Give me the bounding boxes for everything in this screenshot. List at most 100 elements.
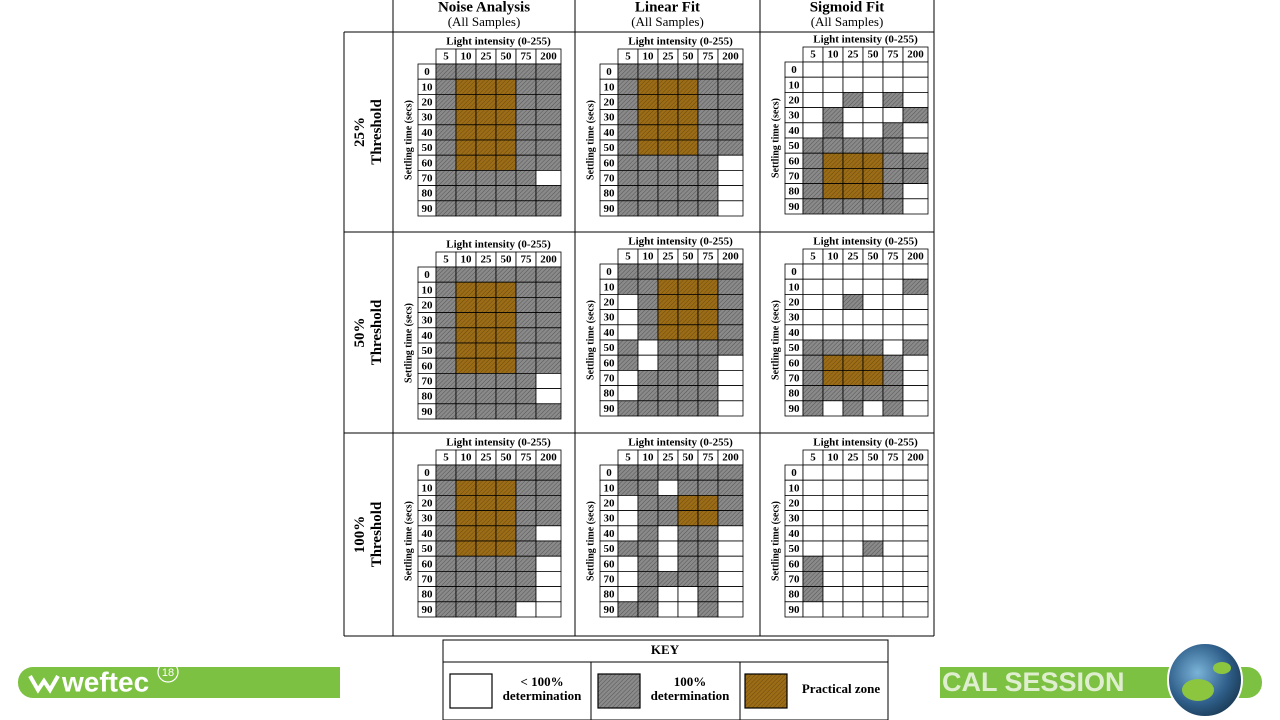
cell bbox=[657, 339, 679, 356]
row-label-line: Threshold bbox=[369, 501, 385, 567]
cell bbox=[717, 169, 744, 186]
cell bbox=[657, 278, 679, 295]
y-value: 40 bbox=[789, 528, 801, 540]
cell bbox=[697, 385, 719, 402]
cell bbox=[535, 139, 562, 156]
cell bbox=[842, 152, 864, 169]
cell bbox=[802, 183, 824, 200]
cell bbox=[842, 571, 864, 588]
y-value: 50 bbox=[604, 543, 616, 555]
cell bbox=[862, 278, 884, 295]
cell bbox=[435, 372, 457, 389]
cell bbox=[697, 139, 719, 156]
cell bbox=[515, 357, 537, 374]
cell bbox=[802, 167, 824, 184]
cell bbox=[677, 385, 699, 402]
cell bbox=[455, 525, 477, 542]
cell bbox=[842, 293, 864, 310]
cell bbox=[495, 63, 517, 80]
cell bbox=[535, 464, 562, 481]
cell bbox=[637, 400, 659, 417]
cell bbox=[515, 139, 537, 156]
cell bbox=[495, 464, 517, 481]
cell bbox=[882, 369, 904, 386]
y-value: 90 bbox=[422, 604, 434, 616]
cell bbox=[637, 154, 659, 171]
cell bbox=[677, 109, 699, 126]
x-value: 200 bbox=[540, 254, 557, 266]
cell bbox=[535, 494, 562, 511]
cell bbox=[697, 63, 719, 80]
cell bbox=[535, 63, 562, 80]
cell bbox=[822, 601, 844, 618]
cell bbox=[842, 198, 864, 215]
banner-bar-start bbox=[940, 667, 980, 698]
logo-badge bbox=[157, 661, 179, 683]
cell bbox=[882, 137, 904, 154]
cell bbox=[637, 586, 659, 603]
cell bbox=[535, 185, 562, 202]
cell bbox=[842, 555, 864, 572]
cell bbox=[882, 152, 904, 169]
cell bbox=[822, 293, 844, 310]
cell bbox=[515, 403, 537, 420]
cell bbox=[862, 198, 884, 215]
cell bbox=[802, 385, 824, 402]
cell bbox=[495, 281, 517, 298]
cell bbox=[697, 293, 719, 310]
cell bbox=[842, 354, 864, 371]
cell bbox=[435, 185, 457, 202]
cell bbox=[697, 369, 719, 386]
cell bbox=[882, 400, 904, 417]
cell bbox=[515, 540, 537, 557]
cell bbox=[495, 109, 517, 126]
y-value: 30 bbox=[604, 112, 616, 124]
cell bbox=[657, 464, 679, 481]
cell bbox=[435, 479, 457, 496]
cell bbox=[435, 281, 457, 298]
cell bbox=[802, 152, 824, 169]
y-value: 90 bbox=[604, 604, 616, 616]
cell bbox=[617, 154, 639, 171]
cell bbox=[802, 293, 824, 310]
cell bbox=[535, 571, 562, 588]
cell bbox=[802, 586, 824, 603]
cell bbox=[902, 198, 929, 215]
y-value: 20 bbox=[422, 300, 434, 312]
cell bbox=[435, 312, 457, 329]
cell bbox=[717, 154, 744, 171]
cell bbox=[862, 540, 884, 557]
cell bbox=[657, 400, 679, 417]
cell bbox=[802, 76, 824, 93]
cell bbox=[717, 385, 744, 402]
y-value: 0 bbox=[606, 266, 612, 278]
cell bbox=[697, 109, 719, 126]
cell bbox=[495, 327, 517, 344]
cell bbox=[475, 281, 497, 298]
cell bbox=[802, 571, 824, 588]
cell bbox=[862, 525, 884, 542]
cell bbox=[617, 510, 639, 527]
cell bbox=[495, 266, 517, 283]
x-axis-title: Light intensity (0-255) bbox=[813, 236, 918, 248]
x-value: 10 bbox=[643, 452, 655, 464]
cell bbox=[455, 124, 477, 141]
cell bbox=[902, 555, 929, 572]
cell bbox=[902, 479, 929, 496]
cell bbox=[535, 312, 562, 329]
y-value: 20 bbox=[789, 297, 801, 309]
cell bbox=[882, 571, 904, 588]
cell bbox=[495, 479, 517, 496]
cell bbox=[475, 555, 497, 572]
cell bbox=[717, 263, 744, 280]
y-value: 30 bbox=[604, 312, 616, 324]
y-axis-title-group: Settling time (secs) bbox=[770, 300, 781, 380]
cell bbox=[455, 281, 477, 298]
x-axis-title: Light intensity (0-255) bbox=[446, 437, 551, 449]
y-value: 30 bbox=[789, 312, 801, 324]
cell bbox=[617, 309, 639, 326]
cell bbox=[842, 183, 864, 200]
cell bbox=[822, 385, 844, 402]
cell bbox=[822, 137, 844, 154]
cell bbox=[657, 385, 679, 402]
